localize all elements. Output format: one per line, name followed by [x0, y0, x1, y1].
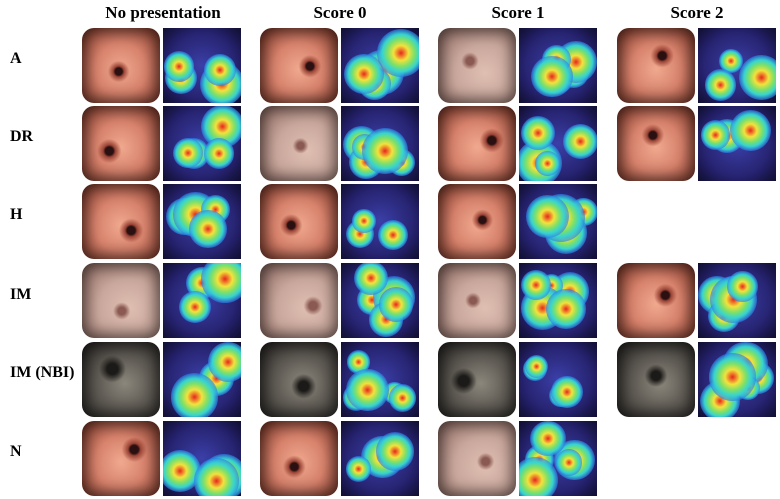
endoscopy-image — [617, 106, 695, 181]
heat-spot — [556, 449, 583, 476]
endoscopy-image — [260, 184, 338, 259]
endoscopy-image — [438, 28, 516, 103]
row-label: IM — [10, 286, 32, 303]
heat-spot — [345, 456, 372, 482]
heat-spot — [345, 368, 389, 412]
heat-spot — [704, 69, 737, 101]
heat-spot — [164, 51, 195, 82]
heat-spot — [204, 138, 235, 169]
attention-heatmap — [519, 28, 597, 103]
attention-heatmap — [519, 263, 597, 338]
heat-spot — [375, 432, 415, 471]
heat-spot — [520, 115, 556, 151]
heat-spot — [730, 110, 772, 151]
heat-spot — [378, 287, 414, 322]
endoscopy-image — [260, 28, 338, 103]
heat-spot — [521, 269, 551, 300]
endoscopy-image — [617, 28, 695, 103]
column-header: Score 2 — [670, 3, 724, 22]
heat-spot — [193, 458, 240, 496]
row-label: H — [10, 206, 23, 223]
heat-spot — [738, 55, 776, 100]
heat-spot — [388, 384, 417, 413]
attention-heatmap — [341, 263, 419, 338]
heat-spot — [531, 55, 574, 98]
attention-heatmap — [698, 28, 776, 103]
attention-heatmap — [163, 342, 241, 417]
attention-heatmap — [163, 421, 241, 496]
heat-spot — [545, 288, 586, 329]
endoscopy-image — [617, 263, 695, 338]
attention-heatmap — [163, 28, 241, 103]
endoscopy-image — [438, 184, 516, 259]
endoscopy-image — [438, 421, 516, 496]
heat-spot — [352, 209, 376, 233]
endoscopy-image — [82, 28, 160, 103]
column-header: No presentation — [105, 3, 221, 22]
row-label: N — [10, 443, 22, 460]
row-label: IM (NBI) — [10, 364, 75, 381]
heat-spot — [346, 350, 371, 374]
endoscopy-image — [82, 106, 160, 181]
heat-spot — [207, 342, 241, 382]
heat-spot — [376, 28, 419, 77]
attention-heatmap — [698, 263, 776, 338]
attention-heatmap — [163, 263, 241, 338]
endoscopy-image — [82, 263, 160, 338]
heat-spot — [362, 128, 409, 174]
row-label: DR — [10, 128, 34, 145]
attention-heatmap — [341, 184, 419, 259]
heat-spot — [562, 123, 597, 160]
attention-heatmap — [519, 184, 597, 259]
heat-spot — [535, 150, 560, 176]
endoscopy-image — [438, 263, 516, 338]
attention-heatmap — [341, 106, 419, 181]
endoscopy-image — [438, 106, 516, 181]
heat-spot — [353, 263, 388, 296]
endoscopy-image — [82, 421, 160, 496]
attention-heatmap — [519, 342, 597, 417]
endoscopy-image — [617, 342, 695, 417]
endoscopy-image — [82, 342, 160, 417]
endoscopy-image — [260, 263, 338, 338]
endoscopy-image — [82, 184, 160, 259]
heat-spot — [530, 421, 566, 457]
attention-heatmap — [163, 106, 241, 181]
heat-spot — [551, 376, 583, 408]
heat-spot — [525, 354, 549, 378]
column-header: Score 0 — [313, 3, 367, 22]
heat-spot — [189, 210, 227, 248]
attention-heatmap — [341, 421, 419, 496]
attention-heatmap — [341, 28, 419, 103]
endoscopy-image — [260, 421, 338, 496]
heat-spot — [709, 353, 757, 401]
column-header: Score 1 — [491, 3, 545, 22]
attention-heatmap — [163, 184, 241, 259]
heat-spot — [170, 373, 219, 417]
heat-spot — [525, 194, 569, 239]
attention-heatmap — [698, 106, 776, 181]
attention-heatmap — [341, 342, 419, 417]
heat-spot — [172, 137, 203, 169]
heat-spot — [719, 49, 743, 74]
heat-spot — [727, 271, 758, 302]
heat-spot — [201, 263, 241, 303]
heat-spot — [378, 220, 409, 251]
attention-heatmap — [519, 421, 597, 496]
row-label: A — [10, 50, 22, 67]
endoscopy-image — [438, 342, 516, 417]
endoscopy-image — [260, 106, 338, 181]
heat-spot — [204, 54, 237, 87]
endoscopy-image — [260, 342, 338, 417]
attention-heatmap — [698, 342, 776, 417]
heat-spot — [179, 291, 212, 324]
attention-heatmap — [519, 106, 597, 181]
heat-spot — [700, 120, 731, 150]
